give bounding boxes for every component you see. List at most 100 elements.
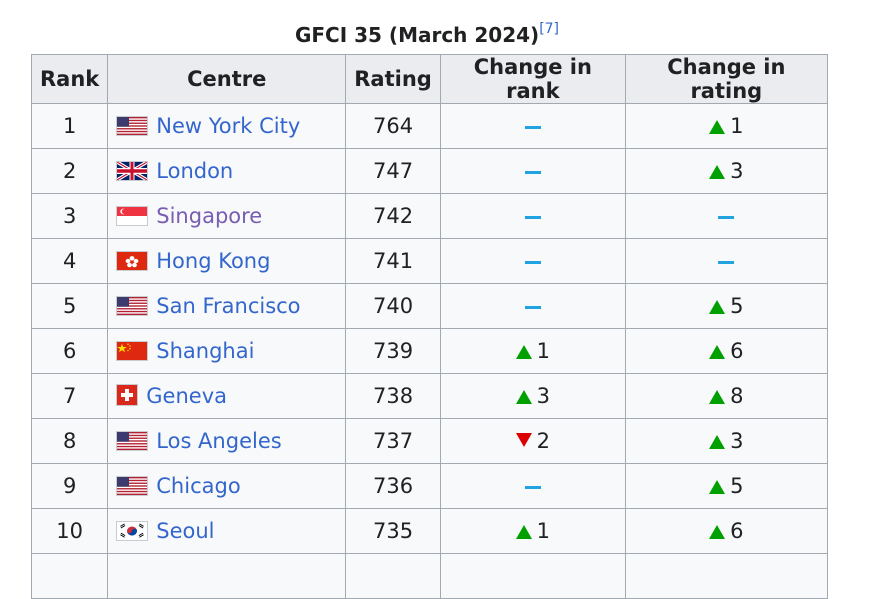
change-rank-cell: 1 — [439, 508, 626, 554]
change-rating-cell: 3 — [624, 148, 828, 194]
no-change-dash-icon — [524, 125, 541, 129]
rank-cell: 9 — [30, 463, 109, 509]
change-rank-cell: 1 — [439, 328, 626, 374]
increase-arrow-icon — [709, 390, 726, 404]
table-caption: GFCI 35 (March 2024)[7] — [32, 21, 822, 49]
change-rank-cell — [439, 238, 626, 284]
rating-cell: 764 — [345, 103, 441, 149]
rating-cell: 742 — [345, 193, 441, 239]
centre-cell: Hong Kong — [107, 238, 347, 284]
increase-arrow-icon — [709, 480, 726, 494]
south-korea-flag-icon[interactable] — [116, 521, 149, 541]
centre-cell: Los Angeles — [107, 418, 347, 464]
table-row: 8 Los Angeles 737 2 3 — [30, 418, 828, 464]
centre-link[interactable]: Seoul — [156, 519, 215, 543]
centre-cell: Chicago — [107, 463, 347, 509]
no-change-dash-icon — [524, 215, 541, 219]
rank-cell: 7 — [30, 373, 109, 419]
table-row: 6 Shanghai 739 1 6 — [30, 328, 828, 374]
table-row: 7 Geneva 738 3 8 — [30, 373, 828, 419]
hong-kong-flag-icon[interactable] — [116, 251, 149, 271]
rank-cell: 1 — [30, 103, 109, 149]
header-change-rating[interactable]: Change in rating — [624, 54, 828, 104]
change-rating-cell: 1 — [624, 103, 828, 149]
centre-link[interactable]: Geneva — [146, 384, 227, 408]
rank-cell: 3 — [30, 193, 109, 239]
centre-link[interactable]: Singapore — [156, 204, 263, 228]
change-rating-value: 3 — [730, 159, 744, 183]
change-rating-cell: 8 — [624, 373, 828, 419]
change-rank-cell — [439, 463, 626, 509]
no-change-dash-icon — [524, 485, 541, 489]
uk-flag-icon[interactable] — [116, 161, 149, 181]
table-row — [30, 553, 828, 599]
centre-cell: San Francisco — [107, 283, 347, 329]
change-rank-cell — [439, 148, 626, 194]
change-rating-value: 5 — [730, 474, 744, 498]
table-row: 9 Chicago 736 5 — [30, 463, 828, 509]
centre-link[interactable]: Shanghai — [156, 339, 255, 363]
increase-arrow-icon — [709, 345, 726, 359]
centre-cell: Singapore — [107, 193, 347, 239]
centre-link[interactable]: New York City — [156, 114, 301, 138]
empty-cell — [439, 553, 626, 599]
increase-arrow-icon — [709, 300, 726, 314]
centre-cell: New York City — [107, 103, 347, 149]
rank-cell: 5 — [30, 283, 109, 329]
caption-title: GFCI 35 (March 2024) — [294, 23, 540, 47]
centre-cell: Geneva — [107, 373, 347, 419]
centre-link[interactable]: Hong Kong — [156, 249, 271, 273]
rating-cell: 738 — [345, 373, 441, 419]
change-rating-cell: 6 — [624, 328, 828, 374]
us-flag-icon[interactable] — [116, 431, 149, 451]
change-rank-cell: 2 — [439, 418, 626, 464]
us-flag-icon[interactable] — [116, 476, 149, 496]
rank-cell: 2 — [30, 148, 109, 194]
increase-arrow-icon — [515, 345, 532, 359]
table-row: 4 Hong Kong 741 — [30, 238, 828, 284]
centre-link[interactable]: Chicago — [156, 474, 241, 498]
change-rank-value: 2 — [536, 429, 551, 453]
header-change-rank[interactable]: Change in rank — [439, 54, 626, 104]
us-flag-icon[interactable] — [116, 116, 149, 136]
change-rating-cell — [624, 238, 828, 284]
change-rating-value: 3 — [730, 429, 744, 453]
change-rank-cell — [439, 283, 626, 329]
rating-cell: 740 — [345, 283, 441, 329]
centre-cell: Shanghai — [107, 328, 347, 374]
empty-cell — [345, 553, 441, 599]
increase-arrow-icon — [709, 120, 726, 134]
centre-link[interactable]: Los Angeles — [156, 429, 282, 453]
reference-link[interactable]: [7] — [539, 21, 560, 37]
change-rating-value: 6 — [730, 519, 744, 543]
empty-cell — [107, 553, 347, 599]
increase-arrow-icon — [709, 525, 726, 539]
change-rating-cell: 6 — [624, 508, 828, 554]
change-rating-value: 6 — [730, 339, 744, 363]
no-change-dash-icon — [524, 260, 541, 264]
us-flag-icon[interactable] — [116, 296, 149, 316]
singapore-flag-icon[interactable] — [116, 206, 149, 226]
no-change-dash-icon — [524, 305, 541, 309]
change-rank-cell — [439, 193, 626, 239]
header-centre[interactable]: Centre — [107, 54, 347, 104]
rank-cell: 4 — [30, 238, 109, 284]
empty-cell — [624, 553, 828, 599]
rating-cell: 741 — [345, 238, 441, 284]
header-rank[interactable]: Rank — [30, 54, 109, 104]
change-rating-cell: 5 — [624, 463, 828, 509]
header-rating[interactable]: Rating — [345, 54, 441, 104]
china-flag-icon[interactable] — [116, 341, 149, 361]
centre-link[interactable]: London — [156, 159, 234, 183]
rating-cell: 737 — [345, 418, 441, 464]
table-row: 1 New York City 764 1 — [30, 103, 828, 149]
change-rank-value: 1 — [536, 519, 551, 543]
change-rank-value: 1 — [536, 339, 551, 363]
centre-link[interactable]: San Francisco — [156, 294, 301, 318]
table-row: 10 Seoul 735 1 6 — [30, 508, 828, 554]
rating-cell: 736 — [345, 463, 441, 509]
decrease-arrow-icon — [515, 433, 532, 447]
switzerland-flag-icon[interactable] — [116, 384, 139, 406]
no-change-dash-icon — [524, 170, 541, 174]
centre-cell: Seoul — [107, 508, 347, 554]
